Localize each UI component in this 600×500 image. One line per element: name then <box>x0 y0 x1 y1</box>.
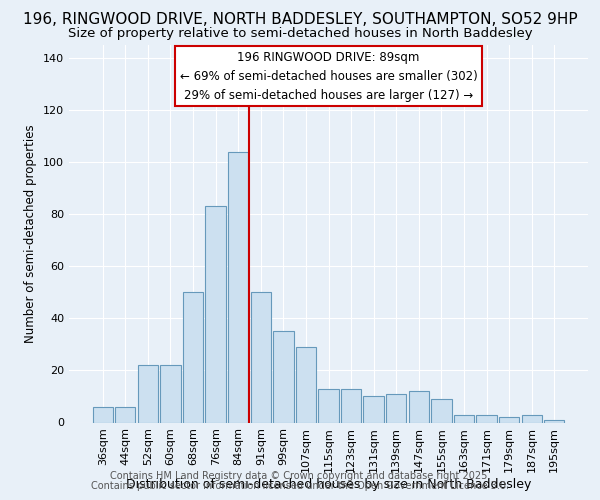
Bar <box>544 420 565 422</box>
Text: Contains HM Land Registry data © Crown copyright and database right 2025.: Contains HM Land Registry data © Crown c… <box>110 471 490 481</box>
Bar <box>341 388 361 422</box>
Bar <box>205 206 226 422</box>
Bar <box>319 388 338 422</box>
Text: Size of property relative to semi-detached houses in North Baddesley: Size of property relative to semi-detach… <box>68 28 532 40</box>
Bar <box>115 407 136 422</box>
Text: 196 RINGWOOD DRIVE: 89sqm
← 69% of semi-detached houses are smaller (302)
29% of: 196 RINGWOOD DRIVE: 89sqm ← 69% of semi-… <box>179 50 478 102</box>
Bar <box>228 152 248 422</box>
X-axis label: Distribution of semi-detached houses by size in North Baddesley: Distribution of semi-detached houses by … <box>126 478 531 491</box>
Bar <box>296 347 316 422</box>
Y-axis label: Number of semi-detached properties: Number of semi-detached properties <box>25 124 37 343</box>
Text: 196, RINGWOOD DRIVE, NORTH BADDESLEY, SOUTHAMPTON, SO52 9HP: 196, RINGWOOD DRIVE, NORTH BADDESLEY, SO… <box>23 12 577 28</box>
Bar <box>454 414 474 422</box>
Bar <box>521 414 542 422</box>
Bar <box>409 392 429 422</box>
Bar <box>160 365 181 422</box>
Bar <box>499 418 519 422</box>
Bar <box>431 399 452 422</box>
Bar <box>92 407 113 422</box>
Bar <box>138 365 158 422</box>
Text: Contains public sector information licensed under the Open Government Licence 3.: Contains public sector information licen… <box>91 481 509 491</box>
Bar <box>251 292 271 422</box>
Bar <box>476 414 497 422</box>
Bar <box>273 332 293 422</box>
Bar <box>364 396 384 422</box>
Bar <box>386 394 406 422</box>
Bar <box>183 292 203 422</box>
